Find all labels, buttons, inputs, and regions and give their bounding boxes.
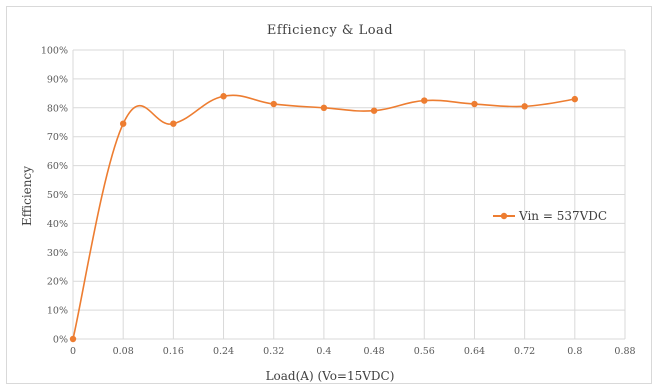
- x-tick-label: 0.8: [567, 346, 582, 357]
- data-point: [320, 104, 328, 112]
- y-tick-label: 0%: [53, 335, 68, 346]
- chart-frame: Efficiency & Load 0% 10% 20% 30% 40% 50% 60% 70…: [6, 6, 652, 384]
- y-tick-label: 100%: [41, 46, 68, 57]
- x-tick-label: 0.16: [163, 346, 184, 357]
- y-tick-label: 40%: [47, 219, 68, 230]
- y-tick-label: 70%: [47, 132, 68, 143]
- data-point: [471, 100, 478, 108]
- data-point: [270, 100, 277, 108]
- x-tick-label: 0.72: [514, 346, 535, 357]
- y-tick-label: 10%: [47, 306, 68, 317]
- data-point: [421, 97, 428, 104]
- data-point: [370, 107, 378, 114]
- gridlines: [72, 49, 626, 340]
- legend-marker: [500, 212, 508, 220]
- y-tick-label: 30%: [47, 248, 68, 259]
- series-layer: [69, 93, 579, 343]
- data-point: [170, 120, 177, 127]
- chart-title: Efficiency & Load: [267, 23, 393, 38]
- legend-label: Vin = 537VDC: [518, 209, 607, 223]
- data-point: [220, 93, 227, 100]
- data-point: [69, 335, 77, 343]
- x-tick-label: 0.4: [316, 346, 331, 357]
- x-axis-label: Load(A) (Vo=15VDC): [266, 369, 395, 383]
- series-line: [72, 94, 575, 340]
- x-tick-label: 0.48: [364, 346, 385, 357]
- legend: Vin = 537VDC: [493, 209, 607, 223]
- x-tick-label: 0.64: [464, 346, 485, 357]
- data-point: [521, 103, 528, 110]
- x-tick-label: 0.08: [113, 346, 134, 357]
- tick-labels: 0% 10% 20% 30% 40% 50% 60% 70% 80% 90% 100% 0 0.08 0.…: [41, 46, 636, 358]
- x-tick-label: 0: [70, 346, 76, 357]
- x-tick-label: 0.32: [263, 346, 284, 357]
- data-point: [571, 95, 579, 103]
- x-tick-label: 0.24: [213, 346, 234, 357]
- y-tick-label: 20%: [47, 277, 68, 288]
- efficiency-load-chart: Efficiency & Load 0% 10% 20% 30% 40% 50% 60% 70…: [20, 23, 636, 383]
- x-tick-label: 0.56: [414, 346, 435, 357]
- y-tick-label: 60%: [47, 161, 68, 172]
- x-tick-label: 0.88: [614, 346, 635, 357]
- y-tick-label: 80%: [47, 103, 68, 114]
- y-tick-label: 50%: [47, 190, 68, 201]
- y-tick-label: 90%: [47, 74, 68, 85]
- y-axis-label: Efficiency: [20, 166, 34, 226]
- data-point: [119, 120, 127, 127]
